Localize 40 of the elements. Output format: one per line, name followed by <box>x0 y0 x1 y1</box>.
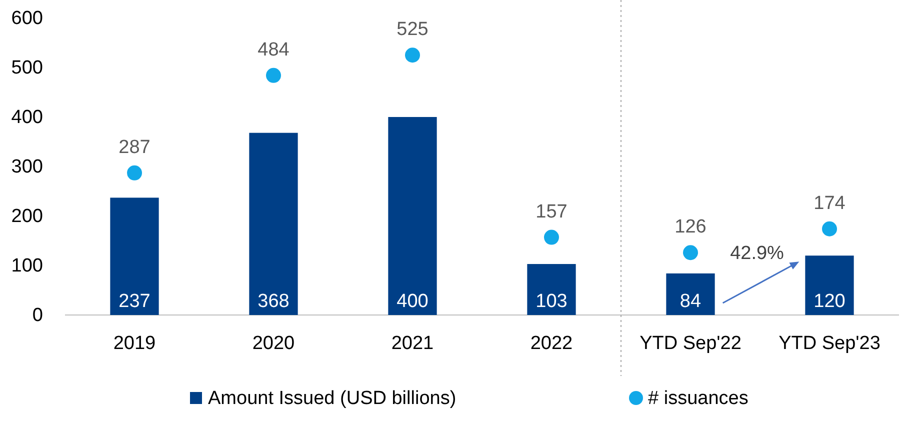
y-tick-label: 300 <box>11 156 43 178</box>
bar <box>110 198 159 315</box>
bar <box>388 117 437 315</box>
y-tick-label: 500 <box>11 58 43 78</box>
y-tick-label: 0 <box>32 305 43 326</box>
x-tick-label: 2020 <box>252 333 295 354</box>
x-tick-label: 2022 <box>530 333 573 354</box>
data-label: 368 <box>258 291 290 312</box>
x-tick-label: 2019 <box>113 333 156 354</box>
point <box>544 230 559 245</box>
data-label: 84 <box>680 291 702 312</box>
point <box>266 68 281 83</box>
x-tick-label: YTD Sep'23 <box>778 333 880 354</box>
bar <box>666 273 715 315</box>
y-tick-label: 100 <box>11 256 43 276</box>
bar <box>527 264 576 315</box>
bar <box>805 256 854 315</box>
y-tick-label: 200 <box>11 206 43 227</box>
x-tick-label: YTD Sep'22 <box>640 333 742 354</box>
data-label: 525 <box>396 19 428 40</box>
point <box>683 245 698 260</box>
data-label: 126 <box>674 216 706 238</box>
x-tick-label: 2021 <box>391 333 434 354</box>
data-label: 484 <box>258 39 290 60</box>
data-label: 287 <box>118 136 150 158</box>
data-label: 103 <box>536 291 568 312</box>
point <box>822 221 837 236</box>
point <box>127 165 142 180</box>
annotation: 42.9% <box>730 243 784 264</box>
legend-label: Amount Issued (USD billions) <box>208 388 456 409</box>
point <box>405 48 420 63</box>
data-label: 174 <box>814 192 846 214</box>
y-tick-label: 600 <box>11 8 43 29</box>
bar <box>249 132 298 315</box>
y-tick-label: 400 <box>11 107 43 128</box>
data-label: 157 <box>536 201 568 222</box>
data-label: 400 <box>396 291 428 312</box>
data-label: 237 <box>118 291 150 312</box>
legend-label: # issuances <box>648 388 748 409</box>
data-label: 120 <box>814 291 846 312</box>
